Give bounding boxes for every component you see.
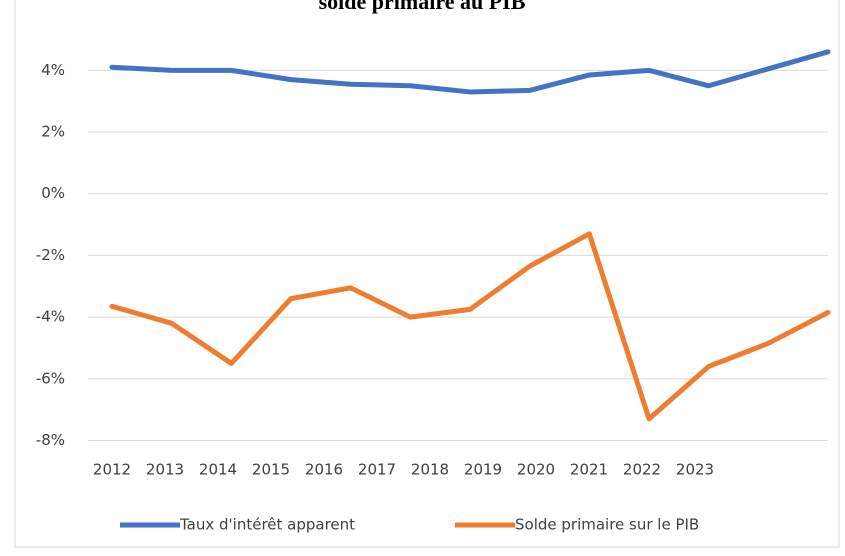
x-tick-label: 2023 [676,461,714,479]
chart-border [14,0,840,548]
x-tick-label: 2017 [358,461,396,479]
x-tick-label: 2021 [570,461,608,479]
x-tick-label: 2012 [93,461,131,479]
x-tick-label: 2016 [305,461,343,479]
x-tick-label: 2020 [517,461,555,479]
y-tick-label: -8% [36,431,65,449]
series-line [109,49,831,95]
x-tick-label: 2015 [252,461,290,479]
y-tick-label: -2% [36,246,65,264]
chart-title: solde primaire au PIB [319,0,526,14]
series-line [109,231,831,422]
y-tick-label: 4% [41,61,65,79]
y-tick-label: 0% [41,184,65,202]
x-tick-label: 2018 [411,461,449,479]
legend-label: Solde primaire sur le PIB [515,516,699,534]
x-tick-label: 2022 [623,461,661,479]
legend-label: Taux d'intérêt apparent [179,516,355,534]
y-tick-label: 2% [41,123,65,141]
x-tick-label: 2013 [146,461,184,479]
x-tick-label: 2019 [464,461,502,479]
y-tick-label: -6% [36,369,65,387]
x-tick-label: 2014 [199,461,237,479]
y-tick-label: -4% [36,308,65,326]
